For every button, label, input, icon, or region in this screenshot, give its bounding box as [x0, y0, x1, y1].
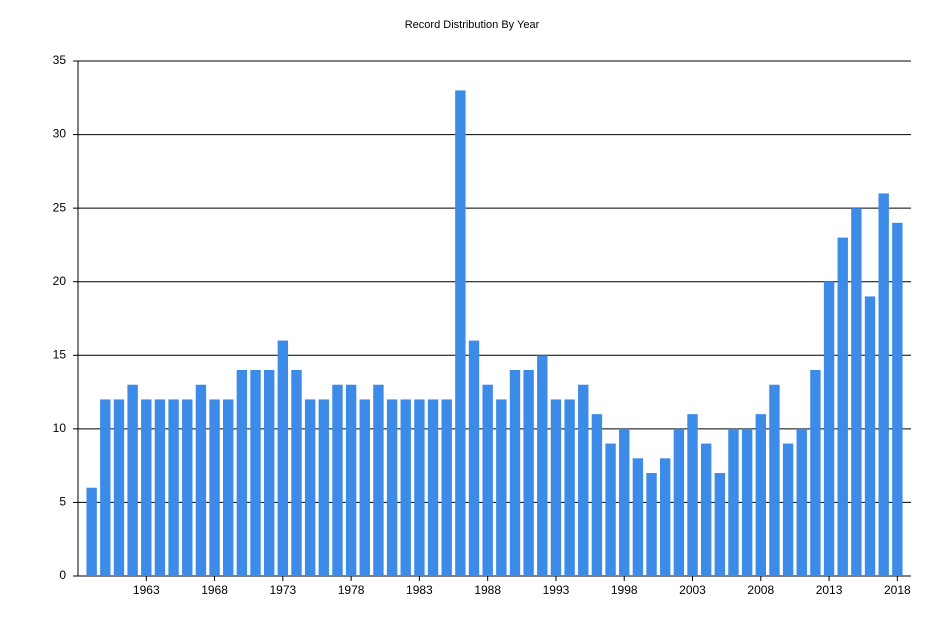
bar — [414, 399, 425, 576]
bar — [141, 399, 152, 576]
bar — [100, 399, 111, 576]
bar — [236, 370, 248, 576]
x-tick-label: 1988 — [474, 583, 501, 597]
bar — [250, 370, 261, 576]
x-tick-label: 2018 — [884, 583, 911, 597]
bar — [400, 399, 411, 576]
bar — [741, 428, 753, 576]
bar — [823, 281, 835, 576]
bar — [427, 399, 439, 576]
bar — [878, 193, 889, 576]
y-tick-label: 30 — [53, 127, 67, 141]
bar — [86, 487, 97, 576]
bar — [209, 399, 220, 576]
bar — [578, 384, 589, 576]
bar — [700, 443, 712, 576]
bar — [591, 414, 603, 576]
bar — [318, 399, 330, 576]
bar — [755, 414, 766, 576]
bar — [113, 399, 125, 576]
x-tick-label: 1973 — [269, 583, 296, 597]
bar — [345, 384, 357, 576]
x-tick-label: 1983 — [406, 583, 433, 597]
x-tick-label: 1968 — [201, 583, 228, 597]
bar — [359, 399, 370, 576]
x-tick-label: 1978 — [338, 583, 365, 597]
bar — [332, 384, 343, 576]
bar — [837, 237, 848, 577]
y-tick-label: 20 — [53, 274, 67, 288]
y-tick-label: 5 — [59, 495, 66, 509]
bar — [386, 399, 398, 576]
y-tick-label: 15 — [53, 347, 67, 361]
bar — [468, 340, 480, 576]
x-tick-label: 1998 — [611, 583, 638, 597]
bar — [632, 458, 644, 576]
bar — [728, 428, 739, 576]
bar — [277, 340, 289, 576]
bar — [127, 384, 138, 576]
bar — [687, 414, 698, 576]
x-tick-label: 1963 — [133, 583, 160, 597]
bar — [564, 399, 575, 576]
x-tick-label: 2003 — [679, 583, 706, 597]
bar — [496, 399, 507, 576]
bar — [182, 399, 193, 576]
y-tick-label: 25 — [53, 200, 67, 214]
bar — [263, 370, 275, 576]
bar — [782, 443, 794, 576]
bar — [646, 473, 657, 576]
y-tick-label: 10 — [53, 421, 67, 435]
bar — [304, 399, 316, 576]
bar — [373, 384, 384, 576]
bar — [550, 399, 562, 576]
y-tick-label: 0 — [59, 568, 66, 582]
bar — [619, 428, 630, 576]
bar — [851, 208, 862, 576]
bar — [168, 399, 179, 576]
bar — [482, 384, 493, 576]
bar — [659, 458, 671, 576]
bar — [892, 222, 903, 576]
x-tick-label: 2008 — [747, 583, 774, 597]
bar — [154, 399, 166, 576]
bar — [441, 399, 452, 576]
x-tick-label: 2013 — [816, 583, 843, 597]
x-tick-label: 1993 — [543, 583, 570, 597]
bar — [523, 370, 534, 576]
bar — [537, 355, 548, 576]
bar — [769, 384, 780, 576]
bar — [796, 428, 807, 576]
chart-title: Record Distribution By Year — [405, 19, 540, 31]
bar — [455, 90, 466, 576]
y-tick-label: 35 — [53, 53, 67, 67]
bar — [223, 399, 234, 576]
bar — [195, 384, 207, 576]
bar — [291, 370, 302, 576]
bar — [673, 428, 685, 576]
bar — [810, 370, 821, 576]
bar — [864, 296, 876, 576]
bar — [714, 473, 726, 576]
bar — [509, 370, 521, 576]
bar — [605, 443, 616, 576]
